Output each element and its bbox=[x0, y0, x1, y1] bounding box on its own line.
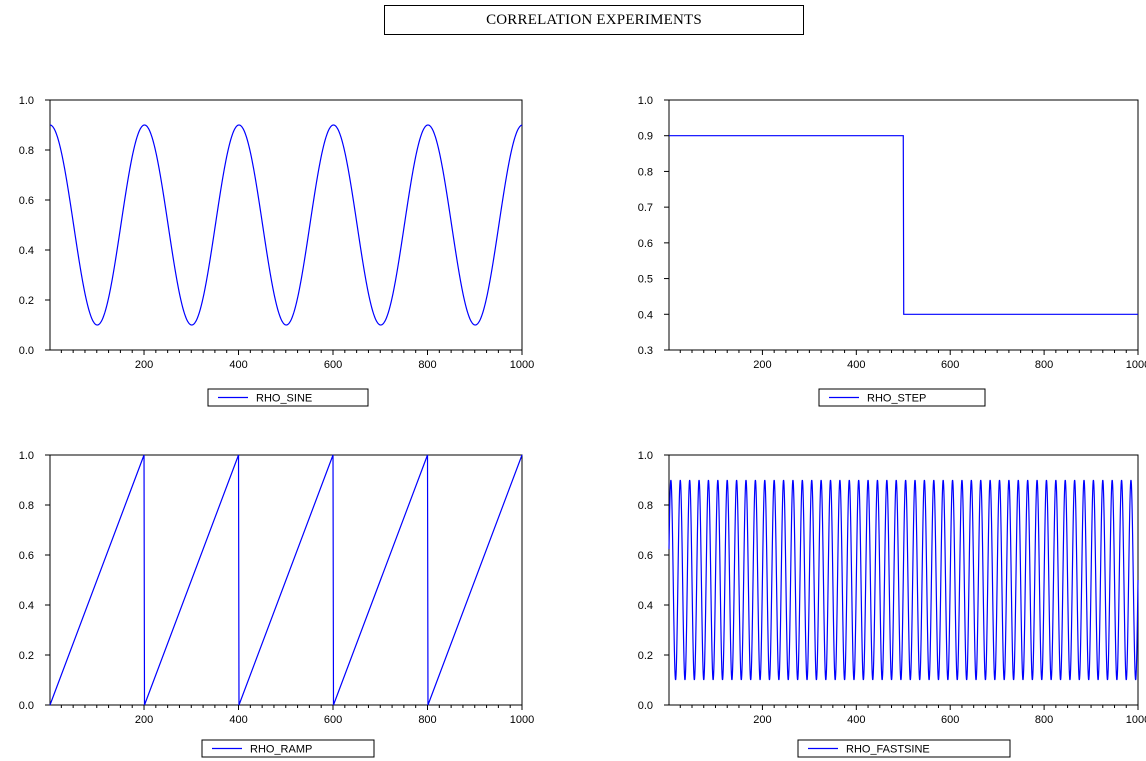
x-tick-label: 600 bbox=[324, 359, 342, 371]
legend-box bbox=[201, 739, 375, 758]
page-title: CORRELATION EXPERIMENTS bbox=[384, 5, 804, 35]
chart-panel-rho-sine: 0.0 0.2 0.4 0.6 0.8 1.0 200 400 600 800 1000 RHO_SI… bbox=[19, 95, 534, 407]
chart-panel-rho-ramp: 0.0 0.2 0.4 0.6 0.8 1.0 200 400 600 800 1000 RHO_RA… bbox=[19, 450, 534, 758]
y-tick-label: 0.4 bbox=[19, 600, 34, 612]
x-tick-label: 800 bbox=[1035, 359, 1053, 371]
x-tick-label: 200 bbox=[753, 714, 771, 726]
chart-panel-rho-fastsine: 0.0 0.2 0.4 0.6 0.8 1.0 200 400 600 800 1000 RHO_FA… bbox=[638, 450, 1146, 758]
y-tick-label: 0.4 bbox=[19, 245, 34, 257]
series-line-rho-step bbox=[669, 135, 1138, 315]
x-tick-label: 600 bbox=[941, 359, 959, 371]
x-tick-label: 1000 bbox=[510, 714, 534, 726]
x-tick-label: 800 bbox=[418, 359, 436, 371]
legend-label: RHO_RAMP bbox=[250, 744, 312, 756]
legend-box bbox=[207, 388, 369, 407]
legend-box bbox=[818, 388, 986, 407]
y-tick-label: 0.2 bbox=[638, 650, 653, 662]
x-tick-label: 400 bbox=[847, 714, 865, 726]
y-tick-label: 0.0 bbox=[19, 700, 34, 712]
y-tick-label: 1.0 bbox=[638, 450, 653, 462]
y-tick-label: 0.2 bbox=[19, 650, 34, 662]
x-tick-label: 200 bbox=[753, 359, 771, 371]
y-tick-label: 0.5 bbox=[638, 274, 653, 286]
series-line-rho-ramp bbox=[49, 454, 523, 706]
y-tick-label: 0.4 bbox=[638, 309, 653, 321]
y-tick-label: 0.8 bbox=[638, 166, 653, 178]
y-tick-label: 0.6 bbox=[19, 195, 34, 207]
y-tick-label: 1.0 bbox=[19, 95, 34, 107]
legend-label: RHO_FASTSINE bbox=[846, 744, 930, 756]
y-tick-label: 0.6 bbox=[638, 550, 653, 562]
y-tick-label: 0.6 bbox=[19, 550, 34, 562]
x-tick-label: 1000 bbox=[510, 359, 534, 371]
y-tick-label: 0.0 bbox=[638, 700, 653, 712]
y-tick-label: 0.8 bbox=[638, 500, 653, 512]
x-tick-label: 200 bbox=[135, 359, 153, 371]
x-tick-label: 800 bbox=[418, 714, 436, 726]
y-tick-label: 1.0 bbox=[19, 450, 34, 462]
x-tick-label: 400 bbox=[229, 714, 247, 726]
y-tick-label: 0.6 bbox=[638, 238, 653, 250]
y-tick-label: 0.2 bbox=[19, 295, 34, 307]
y-tick-label: 0.0 bbox=[19, 345, 34, 357]
legend-box bbox=[797, 739, 1011, 758]
y-tick-label: 0.8 bbox=[19, 500, 34, 512]
x-tick-label: 800 bbox=[1035, 714, 1053, 726]
chart-panel-rho-step: 0.3 0.4 0.5 0.6 0.7 0.8 0.9 1.0 200 400 600 800 1000… bbox=[638, 95, 1146, 407]
x-tick-label: 1000 bbox=[1126, 359, 1146, 371]
y-tick-label: 0.8 bbox=[19, 145, 34, 157]
series-line-rho-fastsine bbox=[668, 479, 1139, 681]
series-line-rho-sine bbox=[49, 124, 523, 326]
x-tick-label: 400 bbox=[847, 359, 865, 371]
x-tick-label: 600 bbox=[941, 714, 959, 726]
y-tick-label: 0.9 bbox=[638, 131, 653, 143]
y-tick-label: 0.7 bbox=[638, 202, 653, 214]
x-tick-label: 200 bbox=[135, 714, 153, 726]
legend-label: RHO_STEP bbox=[867, 393, 926, 405]
x-tick-label: 600 bbox=[324, 714, 342, 726]
x-tick-label: 1000 bbox=[1126, 714, 1146, 726]
y-tick-label: 0.3 bbox=[638, 345, 653, 357]
legend-label: RHO_SINE bbox=[256, 393, 312, 405]
x-tick-label: 400 bbox=[229, 359, 247, 371]
y-tick-label: 0.4 bbox=[638, 600, 653, 612]
y-tick-label: 1.0 bbox=[638, 95, 653, 107]
